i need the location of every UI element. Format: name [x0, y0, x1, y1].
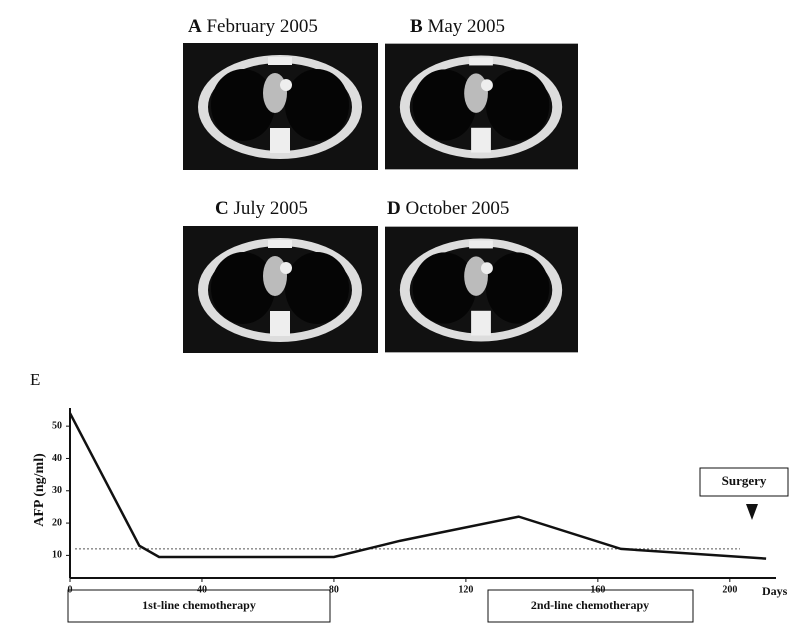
panel-label: May 2005 [427, 16, 505, 37]
panel-letter: A [188, 16, 202, 37]
y-axis-label: AFP (ng/ml) [32, 453, 47, 527]
panel-label: July 2005 [233, 198, 307, 219]
y-tick-label: 40 [52, 453, 62, 464]
ct-image [385, 227, 578, 353]
panel-letter: E [30, 370, 40, 389]
annotation: 2nd-line chemotherapy [531, 598, 649, 612]
x-tick-label: 160 [590, 584, 605, 595]
panel-letter: D [387, 198, 401, 219]
y-tick-label: 10 [52, 550, 62, 561]
x-tick-label: 40 [197, 584, 207, 595]
annotation: 1st-line chemotherapy [142, 598, 256, 612]
y-tick-label: 50 [52, 420, 62, 431]
x-tick-label: 0 [68, 584, 73, 595]
arrow [746, 504, 758, 520]
y-tick-label: 20 [52, 517, 62, 528]
panel-label: October 2005 [405, 198, 509, 219]
y-tick-label: 30 [52, 485, 62, 496]
panel-title: A February 2005 [188, 16, 318, 37]
annotation: Surgery [722, 473, 767, 488]
ct-image [183, 43, 378, 170]
panel-letter: B [410, 16, 423, 37]
data-line [70, 413, 766, 558]
panel-title: C July 2005 [215, 198, 308, 219]
x-tick-label: 200 [722, 584, 737, 595]
x-tick-label: 80 [329, 584, 339, 595]
x-tick-label: 120 [458, 584, 473, 595]
ct-image [385, 44, 578, 170]
panel-title: D October 2005 [387, 198, 509, 219]
panel-title: B May 2005 [410, 16, 505, 37]
panel-label: February 2005 [206, 16, 317, 37]
figure: A February 2005 B May 2005 C July 2005 D… [0, 0, 803, 641]
ct-image [183, 226, 378, 353]
x-axis-label: Days [762, 584, 788, 598]
panel-letter: C [215, 198, 229, 219]
